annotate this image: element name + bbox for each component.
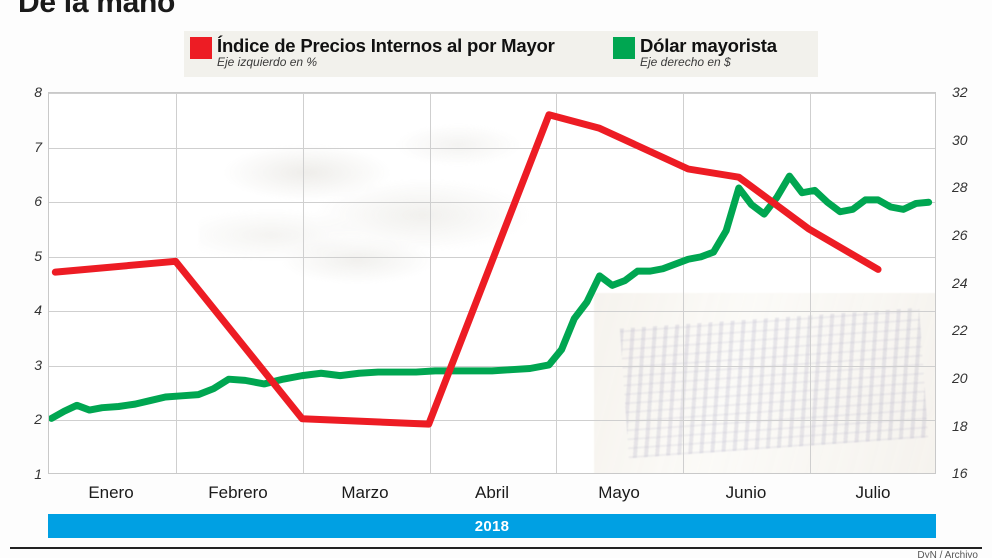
ytick-label-right: 30 [952,132,968,148]
gridline-v [175,93,177,473]
series-line-dolar [49,172,933,422]
ytick-label-right: 22 [952,322,968,338]
plot-area [48,92,936,474]
legend-item-dolar: Dólar mayorista Eje derecho en $ [613,36,777,69]
ytick-label-left: 2 [34,411,42,427]
plot-canvas [48,92,936,474]
legend-label-ipim: Índice de Precios Internos al por Mayor [217,35,555,56]
gridline-h [49,311,935,313]
ytick-label-left: 8 [34,84,42,100]
gridline-v [429,93,431,473]
ytick-label-left: 5 [34,248,42,264]
red-square-icon [190,37,212,59]
green-square-icon [613,37,635,59]
gridline-h [49,202,935,204]
gridline-v [810,93,812,473]
legend-item-ipim: Índice de Precios Internos al por Mayor … [190,36,555,69]
gridline-h [49,420,935,422]
page-title: De la mano [18,0,176,19]
year-band: 2018 [48,514,936,538]
credit-text: DyN / Archivo [917,550,978,558]
ytick-label-left: 3 [34,357,42,373]
gridline-h [49,147,935,149]
series-lines [49,111,933,428]
ytick-label-left: 1 [34,466,42,482]
ytick-label-right: 28 [952,179,968,195]
xtick-label-enero: Enero [88,483,134,502]
ytick-label-right: 16 [952,465,968,481]
ytick-label-right: 20 [952,370,968,386]
xtick-label-abril: Abril [474,483,509,502]
ytick-label-left: 4 [34,302,42,318]
xtick-label-marzo: Marzo [341,483,389,502]
ytick-label-right: 26 [952,227,968,243]
ytick-label-right: 32 [952,84,968,100]
chart-legend: Índice de Precios Internos al por Mayor … [184,31,818,77]
gridline-v [302,93,304,473]
ytick-label-right: 18 [952,418,968,434]
xtick-label-junio: Junio [725,483,767,502]
series-line-ipim [51,111,882,428]
ytick-label-left: 7 [34,139,42,155]
gridline-h [49,93,935,94]
footer-divider [10,547,982,549]
gridline-h [49,365,935,367]
gridline-v [556,93,558,473]
legend-sublabel-dolar: Eje derecho en $ [640,55,731,70]
ytick-label-left: 6 [34,193,42,209]
xtick-label-febrero: Febrero [208,483,268,502]
legend-label-dolar: Dólar mayorista [640,35,777,56]
xtick-label-julio: Julio [855,483,891,502]
ytick-label-right: 24 [952,275,968,291]
gridline-v [683,93,685,473]
legend-sublabel-ipim: Eje izquierdo en % [217,55,318,70]
xtick-label-mayo: Mayo [598,483,640,502]
